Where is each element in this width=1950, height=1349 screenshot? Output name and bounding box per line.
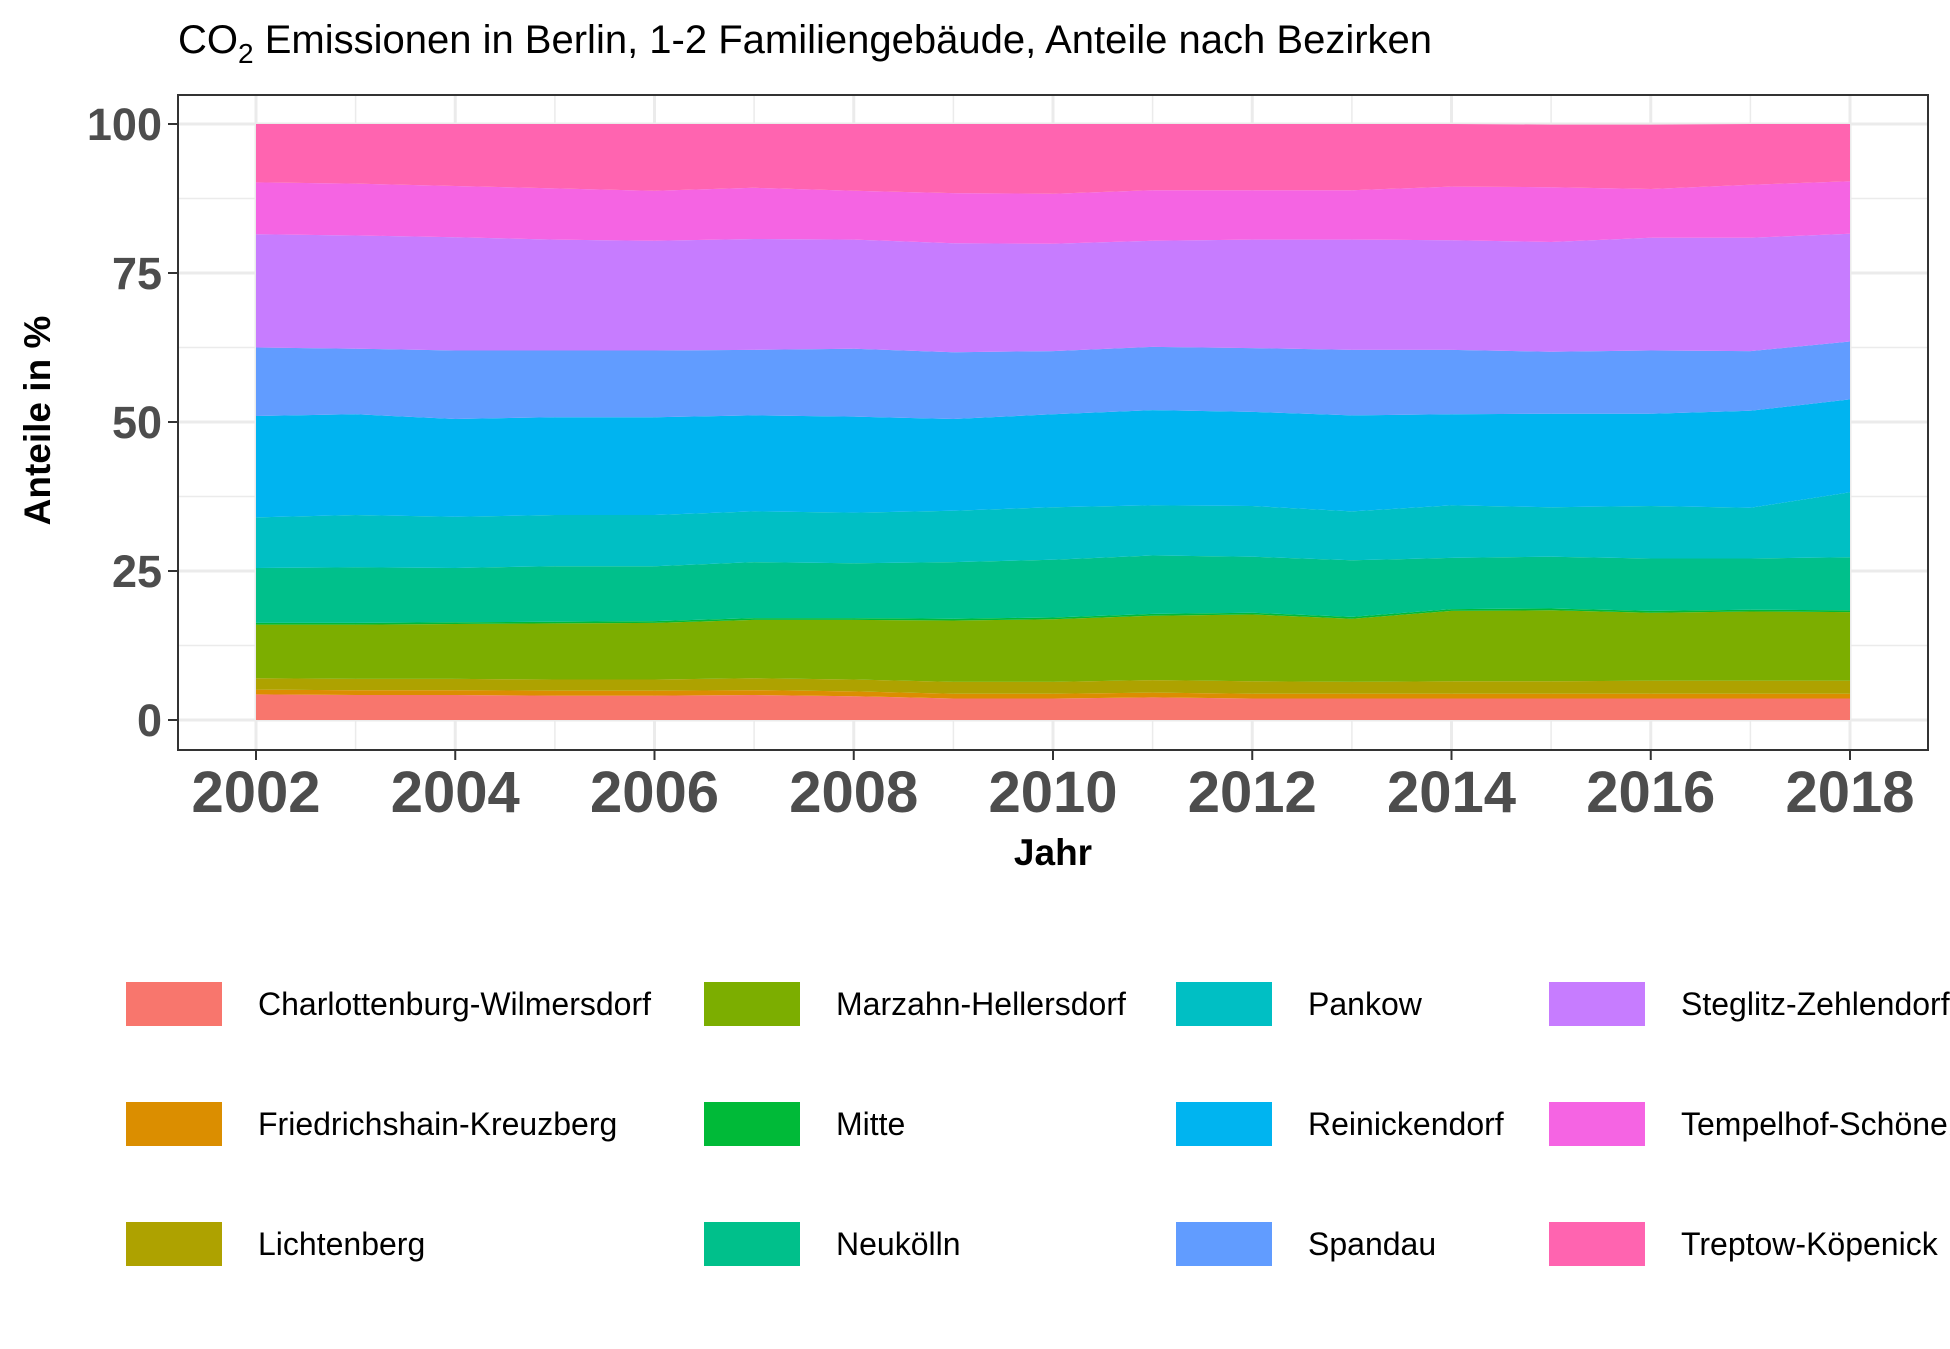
stacked-areas bbox=[256, 124, 1850, 720]
area-steglitz-zehlendorf bbox=[256, 233, 1850, 353]
legend-swatch bbox=[704, 1102, 800, 1146]
y-tick-label: 100 bbox=[87, 99, 162, 150]
legend-item: Lichtenberg bbox=[126, 1222, 425, 1266]
y-tick-label: 75 bbox=[112, 248, 162, 299]
legend-label: Steglitz-Zehlendorf bbox=[1681, 986, 1950, 1022]
legend-item: Friedrichshain-Kreuzberg bbox=[126, 1102, 617, 1146]
x-tick-label: 2016 bbox=[1586, 760, 1715, 825]
y-tick-label: 0 bbox=[137, 695, 162, 746]
chart-title: CO2 Emissionen in Berlin, 1-2 Familienge… bbox=[178, 18, 1432, 69]
legend-item: Treptow-Köpenick bbox=[1549, 1222, 1939, 1266]
legend-item: Steglitz-Zehlendorf bbox=[1549, 982, 1950, 1026]
x-tick-label: 2008 bbox=[789, 760, 918, 825]
legend-label: Lichtenberg bbox=[258, 1226, 425, 1262]
legend-swatch bbox=[1176, 982, 1272, 1026]
legend-label: Treptow-Köpenick bbox=[1681, 1226, 1939, 1262]
area-spandau bbox=[256, 341, 1850, 419]
area-friedrichshain-kreuzberg bbox=[256, 689, 1850, 699]
legend-label: Tempelhof-Schöneberg bbox=[1681, 1106, 1950, 1142]
legend-item: Spandau bbox=[1176, 1222, 1436, 1266]
legend-item: Marzahn-Hellersdorf bbox=[704, 982, 1126, 1026]
area-reinickendorf bbox=[256, 399, 1850, 518]
legend-item: Reinickendorf bbox=[1176, 1102, 1504, 1146]
x-tick-label: 2012 bbox=[1188, 760, 1317, 825]
x-tick-label: 2002 bbox=[191, 760, 320, 825]
x-axis-title: Jahr bbox=[1014, 832, 1092, 873]
area-pankow bbox=[256, 492, 1850, 568]
area-mitte bbox=[256, 608, 1850, 625]
legend-swatch bbox=[704, 982, 800, 1026]
legend-item: Pankow bbox=[1176, 982, 1423, 1026]
legend-label: Spandau bbox=[1308, 1226, 1436, 1262]
area-charlottenburg-wilmersdorf bbox=[256, 694, 1850, 720]
legend-label: Marzahn-Hellersdorf bbox=[836, 986, 1126, 1022]
x-axis: 2002 2004 2006 2008 2010 2012 2014 2016 2018 bbox=[191, 750, 1915, 825]
legend-swatch bbox=[1549, 1102, 1645, 1146]
legend-label: Neukölln bbox=[836, 1226, 961, 1262]
y-axis-title: Anteile in % bbox=[17, 316, 58, 526]
area-lichtenberg bbox=[256, 678, 1850, 694]
y-tick-label: 25 bbox=[112, 546, 162, 597]
area-marzahn-hellersdorf bbox=[256, 610, 1850, 682]
area-neukolln bbox=[256, 555, 1850, 623]
x-tick-label: 2006 bbox=[590, 760, 719, 825]
x-tick-label: 2010 bbox=[988, 760, 1117, 825]
legend-label: Reinickendorf bbox=[1308, 1106, 1504, 1142]
legend-swatch bbox=[126, 982, 222, 1026]
y-axis: 0 25 50 75 100 bbox=[87, 99, 178, 746]
legend-swatch bbox=[126, 1222, 222, 1266]
area-tempelhof-schoneberg bbox=[256, 181, 1850, 244]
legend-label: Friedrichshain-Kreuzberg bbox=[258, 1106, 617, 1142]
legend-swatch bbox=[1549, 982, 1645, 1026]
y-tick-label: 50 bbox=[112, 397, 162, 448]
legend-item: Tempelhof-Schöneberg bbox=[1549, 1102, 1950, 1146]
legend-label: Pankow bbox=[1308, 986, 1423, 1022]
legend-swatch bbox=[704, 1222, 800, 1266]
x-tick-label: 2018 bbox=[1785, 760, 1914, 825]
chart-title-rest: Emissionen in Berlin, 1-2 Familiengebäud… bbox=[254, 18, 1432, 62]
area-treptow-kopenick bbox=[256, 124, 1850, 194]
legend-item: Neukölln bbox=[704, 1222, 961, 1266]
legend-item: Mitte bbox=[704, 1102, 905, 1146]
legend-label: Charlottenburg-Wilmersdorf bbox=[258, 986, 651, 1022]
legend-swatch bbox=[1549, 1222, 1645, 1266]
legend-swatch bbox=[1176, 1102, 1272, 1146]
legend-swatch bbox=[1176, 1222, 1272, 1266]
x-tick-label: 2004 bbox=[391, 760, 520, 825]
legend-label: Mitte bbox=[836, 1106, 905, 1142]
x-tick-label: 2014 bbox=[1387, 760, 1516, 825]
legend-swatch bbox=[126, 1102, 222, 1146]
chart-title-subscript: 2 bbox=[238, 38, 254, 69]
chart-title-main: CO bbox=[178, 18, 238, 62]
legend-item: Charlottenburg-Wilmersdorf bbox=[126, 982, 651, 1026]
legend: Charlottenburg-Wilmersdorf Friedrichshain… bbox=[126, 982, 1950, 1266]
